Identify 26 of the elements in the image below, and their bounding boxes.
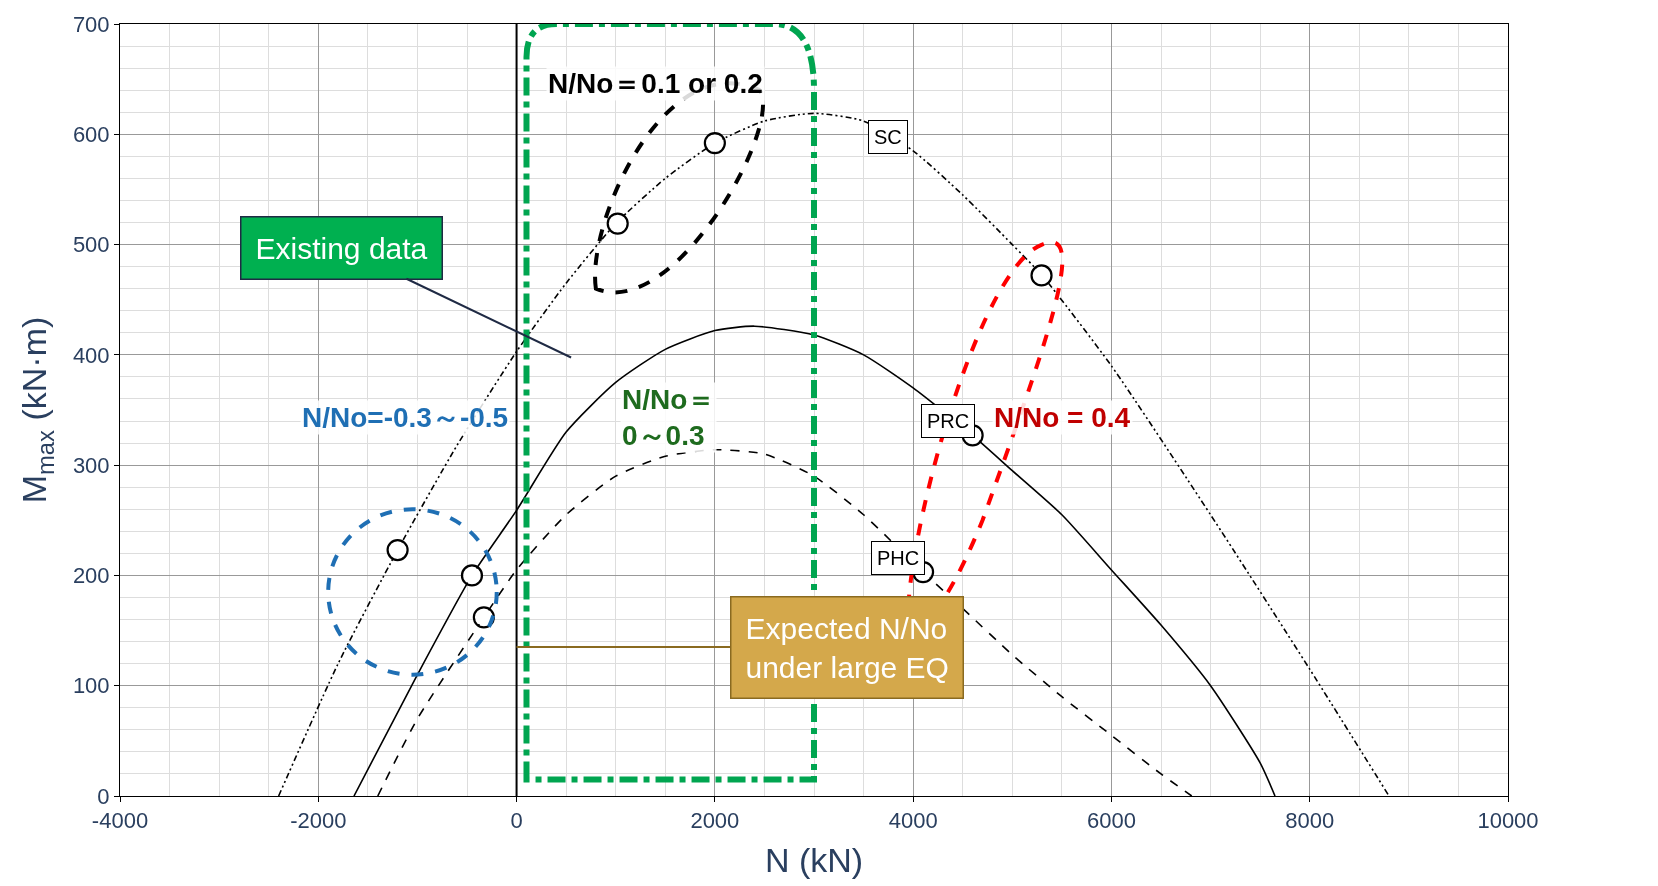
x-axis-title: N (kN) xyxy=(764,840,864,879)
y-tick-label: 400 xyxy=(72,342,110,368)
x-tick-label: 2000 xyxy=(690,808,740,834)
annotation: N/No＝0.1 or 0.2 xyxy=(548,68,763,99)
annotation: Existing data xyxy=(255,231,428,265)
y-tick-label: 100 xyxy=(72,673,110,699)
annotation: Expected N/No under large EQ xyxy=(745,611,949,684)
x-tick-label: 10000 xyxy=(1477,808,1539,834)
x-tick-label: 8000 xyxy=(1285,808,1335,834)
annotation: N/No = 0.4 xyxy=(994,402,1131,433)
x-tick-label: 4000 xyxy=(888,808,938,834)
x-tick-label: 6000 xyxy=(1086,808,1136,834)
y-tick-label: 0 xyxy=(97,783,110,809)
y-tick-label: 700 xyxy=(72,11,110,37)
series-label: SC xyxy=(874,126,902,148)
y-tick-label: 300 xyxy=(72,452,110,478)
annotation: N/No=-0.3～-0.5 xyxy=(302,402,509,433)
annotation: N/No＝ 0～0.3 xyxy=(622,384,716,452)
y-tick-label: 200 xyxy=(72,563,110,589)
series-label: PRC xyxy=(927,410,970,432)
y-tick-label: 600 xyxy=(72,121,110,147)
y-tick-label: 500 xyxy=(72,232,110,258)
series-label: PHC xyxy=(877,547,920,569)
x-tick-label: -4000 xyxy=(91,808,149,834)
x-tick-label: 0 xyxy=(510,808,523,834)
x-tick-label: -2000 xyxy=(290,808,347,834)
